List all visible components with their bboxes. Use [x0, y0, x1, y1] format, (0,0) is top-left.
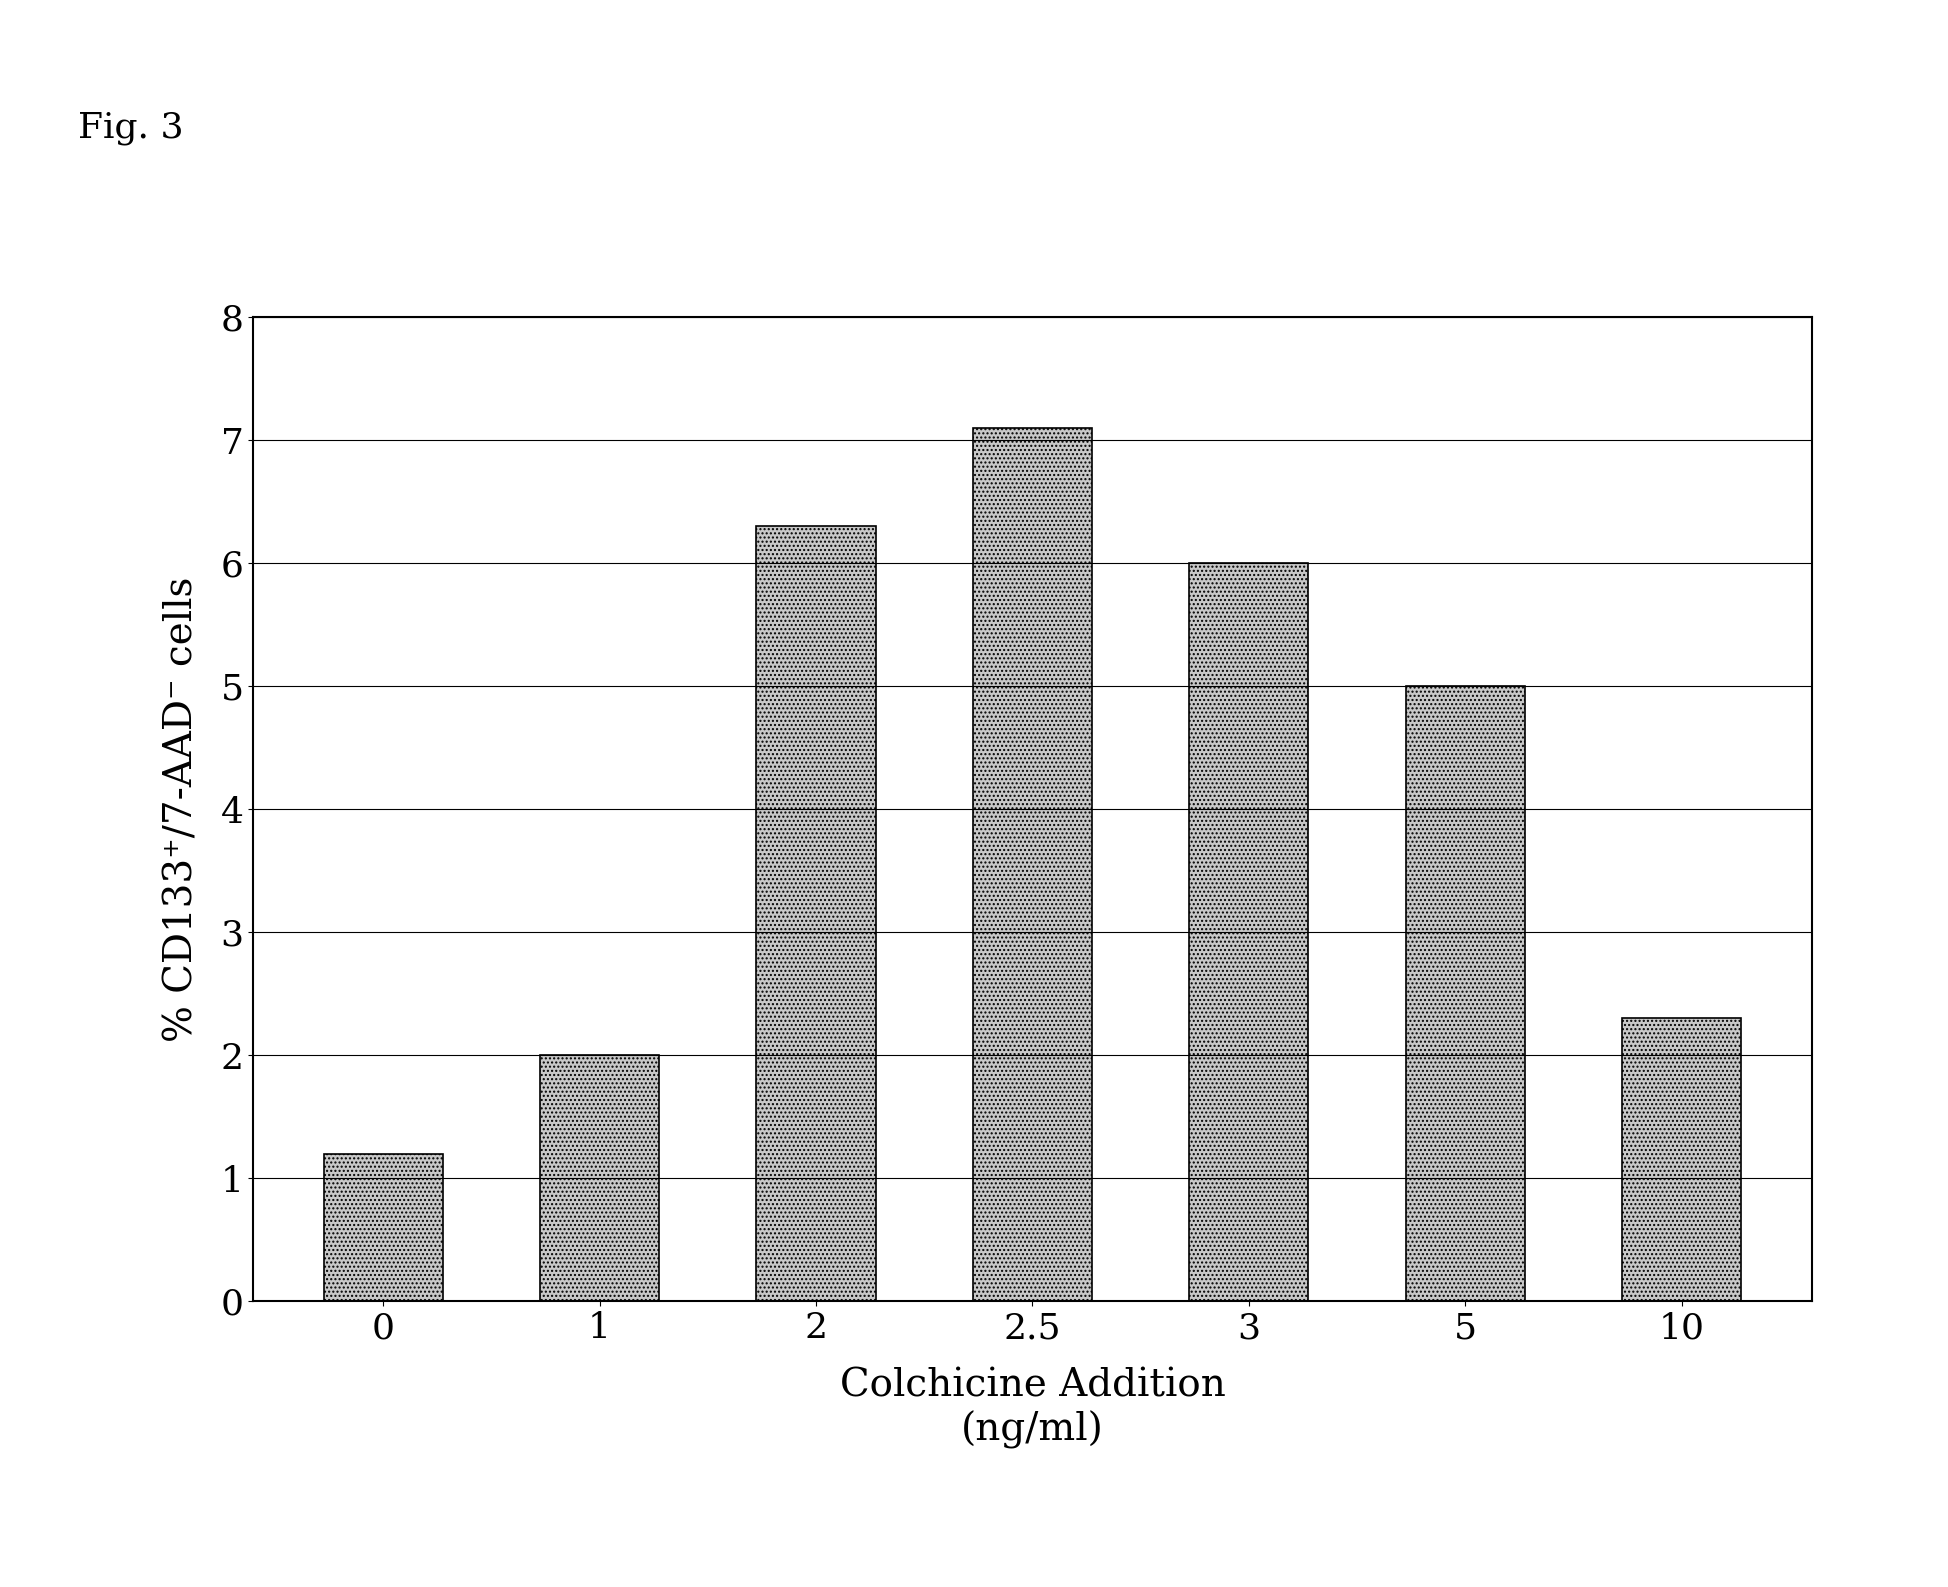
Bar	[323, 1154, 442, 1301]
Bar	[972, 428, 1093, 1301]
Bar	[1406, 686, 1525, 1301]
Text: Fig. 3: Fig. 3	[78, 111, 183, 144]
Bar	[756, 527, 875, 1301]
X-axis label: Colchicine Addition
(ng/ml): Colchicine Addition (ng/ml)	[840, 1368, 1225, 1449]
Y-axis label: % CD133⁺/7-AAD⁻ cells: % CD133⁺/7-AAD⁻ cells	[164, 576, 201, 1043]
Bar	[540, 1055, 658, 1301]
Bar	[1623, 1019, 1742, 1301]
Bar	[1190, 563, 1309, 1301]
